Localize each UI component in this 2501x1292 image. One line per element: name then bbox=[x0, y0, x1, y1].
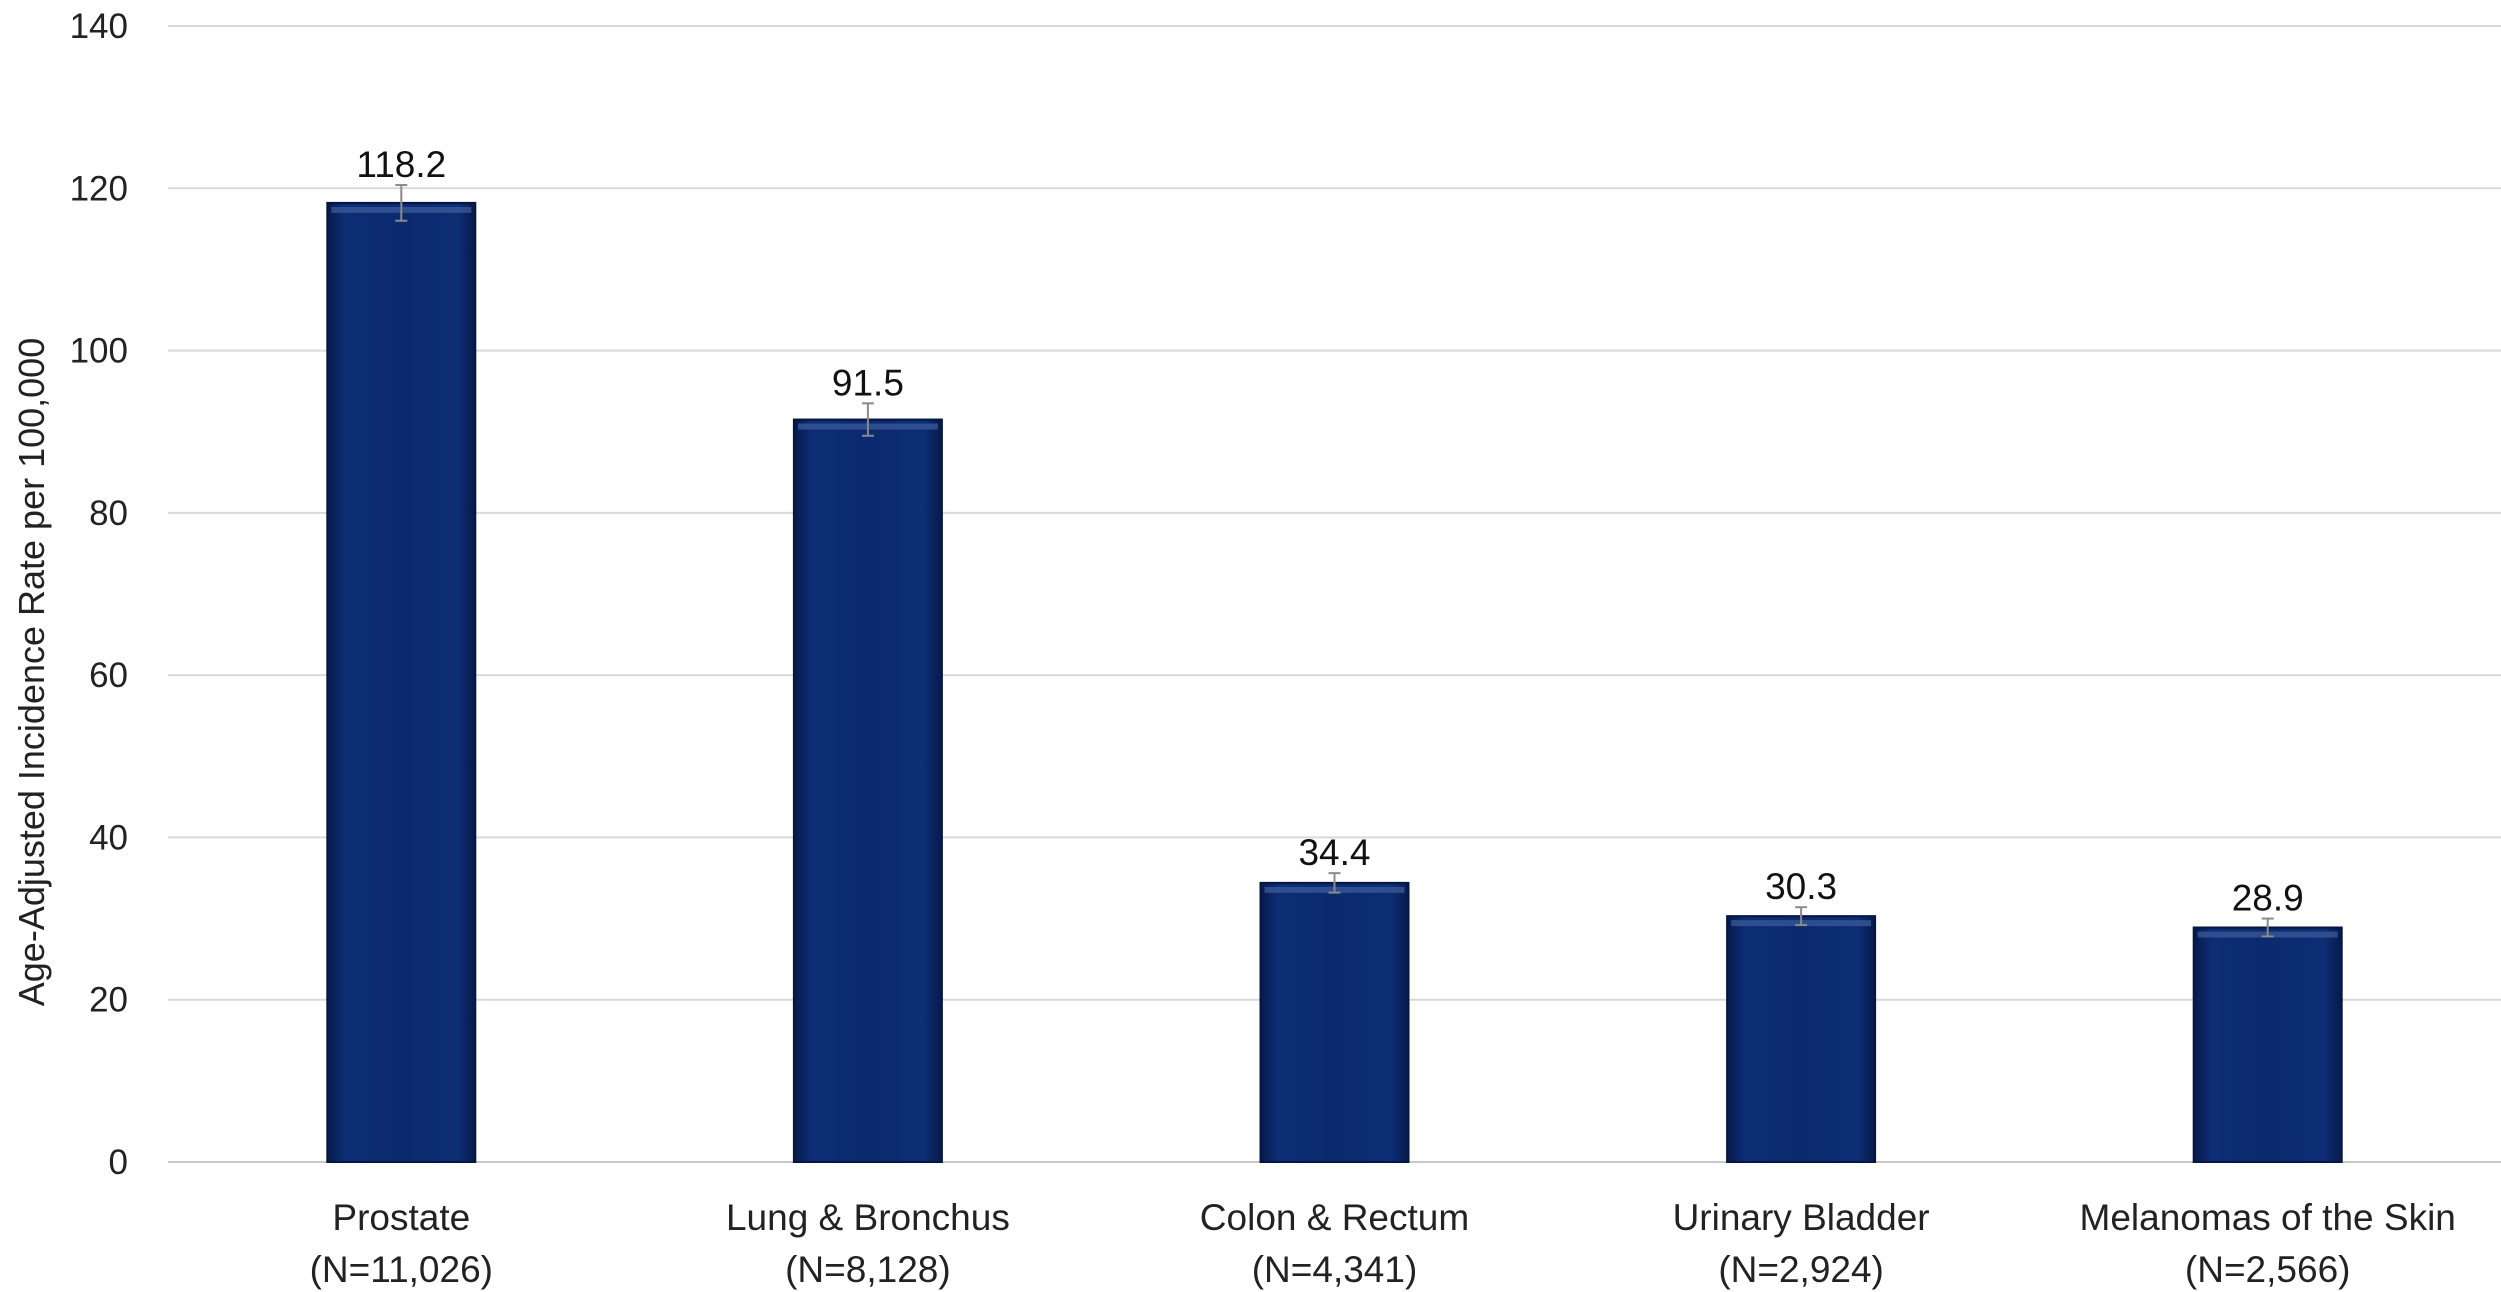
data-labels: 118.2 91.5 34.4 30.3 28.9 bbox=[356, 144, 2303, 919]
data-label: 34.4 bbox=[1298, 832, 1370, 873]
y-tick-label: 100 bbox=[70, 332, 128, 371]
y-tick-label: 60 bbox=[89, 656, 128, 695]
gridlines bbox=[168, 25, 2501, 1163]
y-axis-title: Age-Adjusted Incidence Rate per 100,000 bbox=[11, 338, 52, 1006]
x-category-label: Prostate bbox=[332, 1197, 470, 1238]
bar bbox=[326, 201, 477, 1164]
x-category-count: (N=2,924) bbox=[1718, 1249, 1884, 1290]
x-category-label: Melanomas of the Skin bbox=[2080, 1197, 2456, 1238]
y-tick-label: 0 bbox=[109, 1143, 128, 1182]
x-category-label: Colon & Rectum bbox=[1200, 1197, 1469, 1238]
bar bbox=[792, 418, 943, 1163]
y-tick-label: 80 bbox=[89, 494, 128, 533]
bar bbox=[1726, 915, 1877, 1163]
x-category-count: (N=8,128) bbox=[785, 1249, 951, 1290]
error-bars bbox=[395, 184, 2274, 938]
y-tick-label: 140 bbox=[70, 7, 128, 46]
x-category-label: Lung & Bronchus bbox=[726, 1197, 1010, 1238]
y-axis-tick-labels: 0 20 40 60 80 100 120 140 bbox=[70, 7, 128, 1182]
data-label: 30.3 bbox=[1765, 866, 1837, 907]
data-label: 28.9 bbox=[2232, 878, 2304, 919]
x-category-label: Urinary Bladder bbox=[1673, 1197, 1930, 1238]
y-tick-label: 40 bbox=[89, 818, 128, 857]
x-category-count: (N=2,566) bbox=[2185, 1249, 2351, 1290]
bars bbox=[326, 201, 2343, 1164]
data-label: 118.2 bbox=[356, 144, 446, 185]
bar bbox=[2192, 926, 2343, 1163]
x-category-count: (N=11,026) bbox=[310, 1249, 493, 1290]
data-label: 91.5 bbox=[832, 362, 904, 403]
y-tick-label: 20 bbox=[89, 981, 128, 1020]
x-axis-category-labels: Prostate (N=11,026) Lung & Bronchus (N=8,12… bbox=[310, 1197, 2456, 1290]
bar bbox=[1259, 881, 1410, 1164]
y-tick-label: 120 bbox=[70, 169, 128, 208]
x-category-count: (N=4,341) bbox=[1252, 1249, 1418, 1290]
